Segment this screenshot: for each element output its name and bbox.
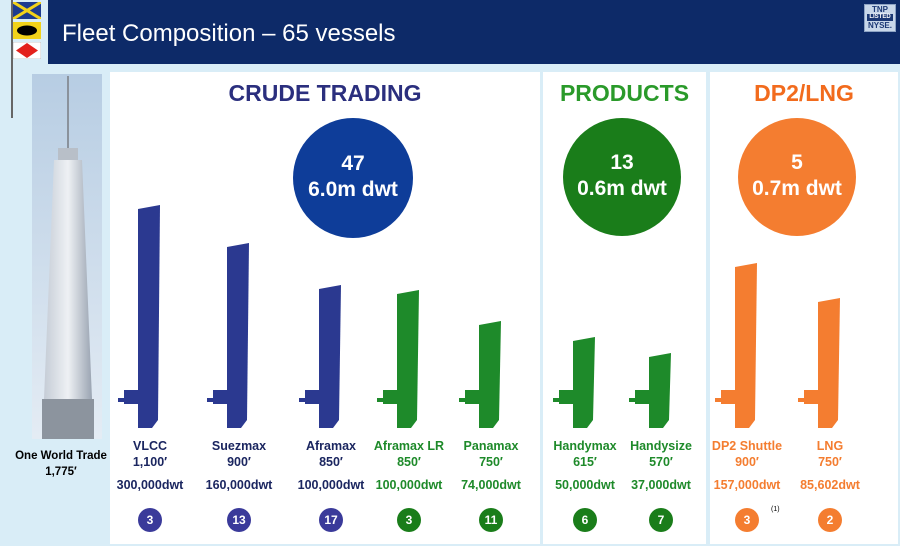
vessel-length: 900′ — [227, 455, 251, 469]
ship-silhouette-suezmax — [207, 243, 255, 428]
vessel-dwt-handysize: 37,000dwt — [631, 478, 691, 492]
vessel-count-badge-dp2-shuttle: 3 — [735, 508, 759, 532]
products-panel: PRODUCTS 13 0.6m dwt — [543, 72, 706, 544]
ship-silhouette-dp2-shuttle — [715, 263, 763, 428]
tnp-nyse-logo: TNP LISTED NYSE. — [864, 4, 896, 32]
vessel-name: LNG — [816, 439, 844, 453]
ship-silhouette-aframax — [299, 285, 347, 428]
vessel-dwt-lng: 85,602dwt — [800, 478, 860, 492]
vessel-length: 750′ — [818, 455, 842, 469]
vessel-count-badge-handysize: 7 — [649, 508, 673, 532]
wtc-label: One World Trade 1,775′ — [15, 450, 107, 478]
ship-silhouette-panamax — [459, 321, 507, 428]
vessel-length: 615′ — [573, 455, 597, 469]
vessel-dwt-aframax: 100,000dwt — [297, 478, 365, 492]
vessel-count-badge-aframax-lr: 3 — [397, 508, 421, 532]
vessel-label-dp2-shuttle: DP2 Shuttle 900′ — [692, 438, 802, 470]
vessel-name: VLCC — [132, 439, 168, 453]
vessel-label-handymax: Handymax 615′ — [530, 438, 640, 470]
flag-blue-cross-icon — [13, 2, 41, 19]
vessel-dwt-suezmax: 160,000dwt — [205, 478, 273, 492]
vessel-name: Handysize — [630, 439, 692, 453]
ship-silhouette-vlcc — [118, 205, 166, 428]
vessel-length: 750′ — [479, 455, 503, 469]
lng-title: DP2/LNG — [754, 80, 854, 106]
crude-title: CRUDE TRADING — [228, 80, 422, 106]
header-bar: Fleet Composition – 65 vessels TNP LISTE… — [48, 0, 900, 64]
ship-silhouette-aframax-lr — [377, 290, 425, 428]
footnote-marker: (1) — [771, 506, 780, 513]
vessel-length: 900′ — [735, 455, 759, 469]
vessel-label-handysize: Handysize 570′ — [606, 438, 716, 470]
vessel-label-aframax: Aframax 850′ — [276, 438, 386, 470]
vessel-dwt-aframax-lr: 100,000dwt — [375, 478, 443, 492]
vessel-name: Handymax — [553, 439, 617, 453]
flagpole — [11, 0, 13, 118]
vessel-count-badge-panamax: 11 — [479, 508, 503, 532]
page-title: Fleet Composition – 65 vessels — [62, 20, 396, 47]
flag-black-oval-icon — [13, 22, 41, 39]
vessel-count-badge-vlcc: 3 — [138, 508, 162, 532]
vessel-count-badge-handymax: 6 — [573, 508, 597, 532]
vessel-count-badge-lng: 2 — [818, 508, 842, 532]
vessel-count-badge-aframax: 17 — [319, 508, 343, 532]
products-title: PRODUCTS — [559, 80, 690, 106]
vessel-length: 850′ — [319, 455, 343, 469]
vessel-length: 1,100′ — [132, 455, 168, 469]
products-summary-circle: 13 0.6m dwt — [563, 118, 681, 236]
vessel-name: Aframax — [305, 439, 357, 453]
ship-silhouette-handysize — [629, 353, 677, 428]
crude-summary-circle: 47 6.0m dwt — [293, 118, 413, 238]
vessel-name: Panamax — [463, 439, 519, 453]
ship-silhouette-handymax — [553, 337, 601, 428]
flag-red-diamond-icon — [13, 42, 41, 59]
vessel-name: DP2 Shuttle — [711, 439, 783, 453]
vessel-dwt-dp2-shuttle: 157,000dwt — [713, 478, 781, 492]
vessel-length: 850′ — [397, 455, 421, 469]
vessel-label-panamax: Panamax 750′ — [436, 438, 546, 470]
crude-panel: CRUDE TRADING 47 6.0m dwt — [110, 72, 540, 544]
vessel-label-vlcc: VLCC 1,100′ — [95, 438, 205, 470]
vessel-label-aframax-lr: Aframax LR 850′ — [354, 438, 464, 470]
vessel-name: Suezmax — [211, 439, 267, 453]
lng-summary-circle: 5 0.7m dwt — [738, 118, 856, 236]
vessel-label-lng: LNG 750′ — [775, 438, 885, 470]
vessel-label-suezmax: Suezmax 900′ — [184, 438, 294, 470]
vessel-dwt-panamax: 74,000dwt — [461, 478, 521, 492]
vessel-count-badge-suezmax: 13 — [227, 508, 251, 532]
ship-silhouette-lng — [798, 298, 846, 428]
vessel-dwt-vlcc: 300,000dwt — [116, 478, 184, 492]
vessel-length: 570′ — [649, 455, 673, 469]
vessel-name: Aframax LR — [373, 439, 445, 453]
one-world-trade-image — [32, 74, 102, 439]
vessel-dwt-handymax: 50,000dwt — [555, 478, 615, 492]
